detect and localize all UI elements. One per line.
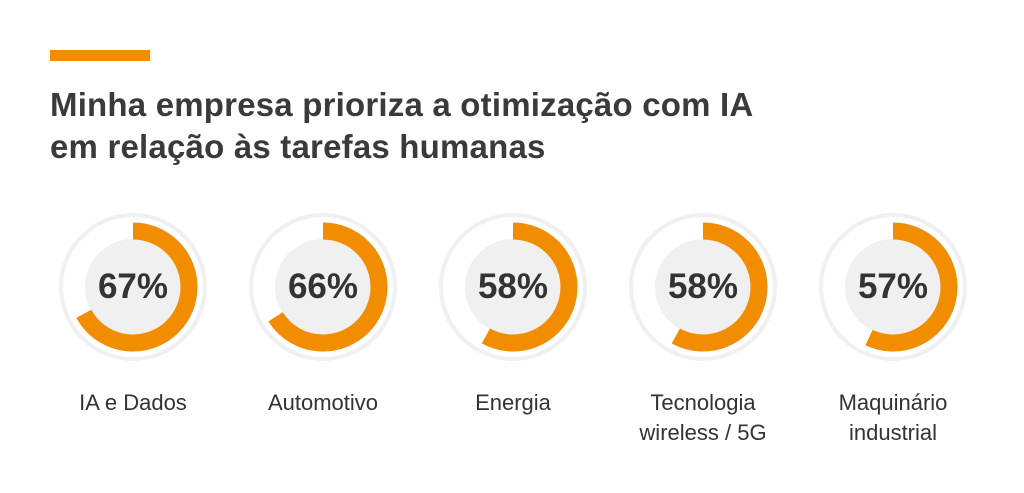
percent-label: 67% <box>97 267 169 306</box>
chart-title: Minha empresa prioriza a otimização com … <box>50 84 753 168</box>
outer-track-ring <box>439 213 587 361</box>
category-label: IA e Dados <box>38 388 228 418</box>
category-label-line: wireless / 5G <box>639 420 767 445</box>
outer-track-ring <box>59 213 207 361</box>
category-label: Energia <box>418 388 608 418</box>
progress-arc <box>258 222 388 352</box>
inner-disc <box>845 239 941 335</box>
title-line-2: em relação às tarefas humanas <box>50 128 546 165</box>
percent-label: 58% <box>667 267 739 306</box>
outer-track-ring <box>249 213 397 361</box>
donut-3: 58% <box>438 212 588 362</box>
category-label: Tecnologia wireless / 5G <box>608 388 798 448</box>
progress-arc <box>448 222 578 352</box>
progress-arc <box>638 222 768 352</box>
category-label-line: industrial <box>848 420 938 445</box>
inner-disc <box>655 239 751 335</box>
progress-arc <box>828 222 958 352</box>
category-label-line: Energia <box>475 390 551 415</box>
percent-label: 58% <box>477 267 549 306</box>
category-label: Maquinário industrial <box>798 388 988 448</box>
category-label-line: IA e Dados <box>79 390 187 415</box>
category-label-line: Automotivo <box>267 390 379 415</box>
donut-4: 58% <box>628 212 778 362</box>
progress-arc <box>68 222 198 352</box>
donut-1: 67% <box>58 212 208 362</box>
category-label: Automotivo <box>228 388 418 418</box>
category-label-line: Tecnologia <box>650 390 756 415</box>
percent-label: 57% <box>857 267 929 306</box>
outer-track-ring <box>629 213 777 361</box>
inner-disc <box>85 239 181 335</box>
donut-2: 66% <box>248 212 398 362</box>
donut-5: 57% <box>818 212 968 362</box>
outer-track-ring <box>819 213 967 361</box>
percent-label: 66% <box>287 267 359 306</box>
inner-disc <box>275 239 371 335</box>
title-line-1: Minha empresa prioriza a otimização com … <box>50 86 754 123</box>
category-label-line: Maquinário <box>838 390 948 415</box>
accent-bar <box>50 50 150 61</box>
inner-disc <box>465 239 561 335</box>
